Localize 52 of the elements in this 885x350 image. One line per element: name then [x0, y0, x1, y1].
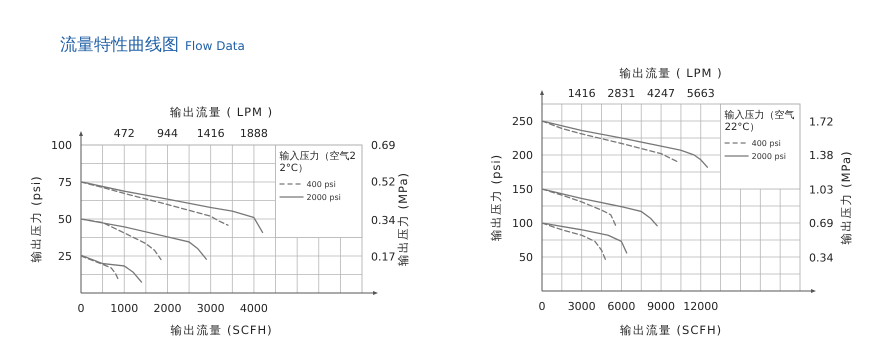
x-tick-label: 3000: [196, 302, 225, 315]
chart-subtitle: Flow Data: [185, 39, 245, 53]
legend-title: 输入压力（空气22°C）: [280, 150, 356, 174]
x2-tick-label: 1416: [568, 87, 596, 100]
y2-tick-label: 1.03: [809, 184, 834, 197]
chart-title: 流量特性曲线图: [60, 35, 179, 55]
y-tick-label: 200: [512, 149, 533, 162]
y2-tick-label: 0.34: [371, 214, 396, 228]
y-tick-label: 25: [58, 250, 72, 263]
legend-label: 2000 psi: [752, 152, 786, 161]
y-tick-label: 100: [51, 139, 72, 152]
y2-tick-label: 0.52: [371, 175, 396, 188]
x-tick-label: 4000: [240, 302, 268, 315]
y2-tick-label: 0.34: [809, 252, 834, 265]
x-tick-label: 0: [538, 300, 546, 313]
y-tick-label: 50: [58, 213, 72, 226]
y-tick-label: 100: [512, 217, 533, 230]
legend-label: 400 psi: [306, 180, 336, 189]
x2-tick-label: 2831: [607, 87, 636, 100]
x-tick-label: 1000: [110, 302, 138, 315]
x-tick-label: 9000: [647, 300, 676, 313]
x-axis-title: 输出流量 (SCFH): [620, 323, 722, 337]
x2-tick-label: 944: [156, 127, 178, 140]
x-tick-label: 2000: [153, 302, 182, 315]
x2-tick-label: 1416: [196, 127, 225, 140]
y-tick-label: 250: [512, 115, 533, 128]
legend-label: 400 psi: [752, 139, 781, 148]
y-tick-label: 150: [512, 183, 533, 196]
x2-tick-label: 1888: [240, 127, 268, 140]
y-tick-label: 75: [58, 176, 72, 189]
x2-tick-label: 5663: [686, 87, 715, 100]
y-axis-title: 输出压力 (psi): [29, 175, 43, 263]
x2-axis-title: 输出流量 ( LPM ): [170, 105, 274, 119]
x-tick-label: 0: [78, 302, 84, 315]
y-axis-title: 输出压力 (psi): [489, 154, 503, 242]
x-tick-label: 12000: [683, 300, 718, 313]
legend-label: 2000 psi: [306, 193, 341, 202]
y2-tick-label: 0.69: [371, 139, 396, 152]
x-tick-label: 6000: [607, 300, 636, 313]
y2-tick-label: 0.69: [809, 217, 834, 230]
y2-axis-title: 输出压力 (MPa): [396, 172, 410, 266]
x2-tick-label: 4247: [647, 87, 676, 100]
x2-tick-label: 472: [114, 127, 135, 140]
x-tick-label: 3000: [568, 300, 596, 313]
y2-axis-title: 输出压力 (MPa): [839, 150, 853, 245]
x-axis-title: 输出流量 (SCFH): [170, 323, 273, 337]
y2-tick-label: 1.72: [809, 116, 834, 129]
legend-title: 输入压力（空气22°C）: [724, 109, 795, 133]
y-tick-label: 50: [519, 251, 533, 264]
y2-tick-label: 0.17: [371, 250, 396, 264]
x2-axis-title: 输出流量 ( LPM ): [619, 66, 723, 80]
y2-tick-label: 1.38: [809, 149, 834, 162]
